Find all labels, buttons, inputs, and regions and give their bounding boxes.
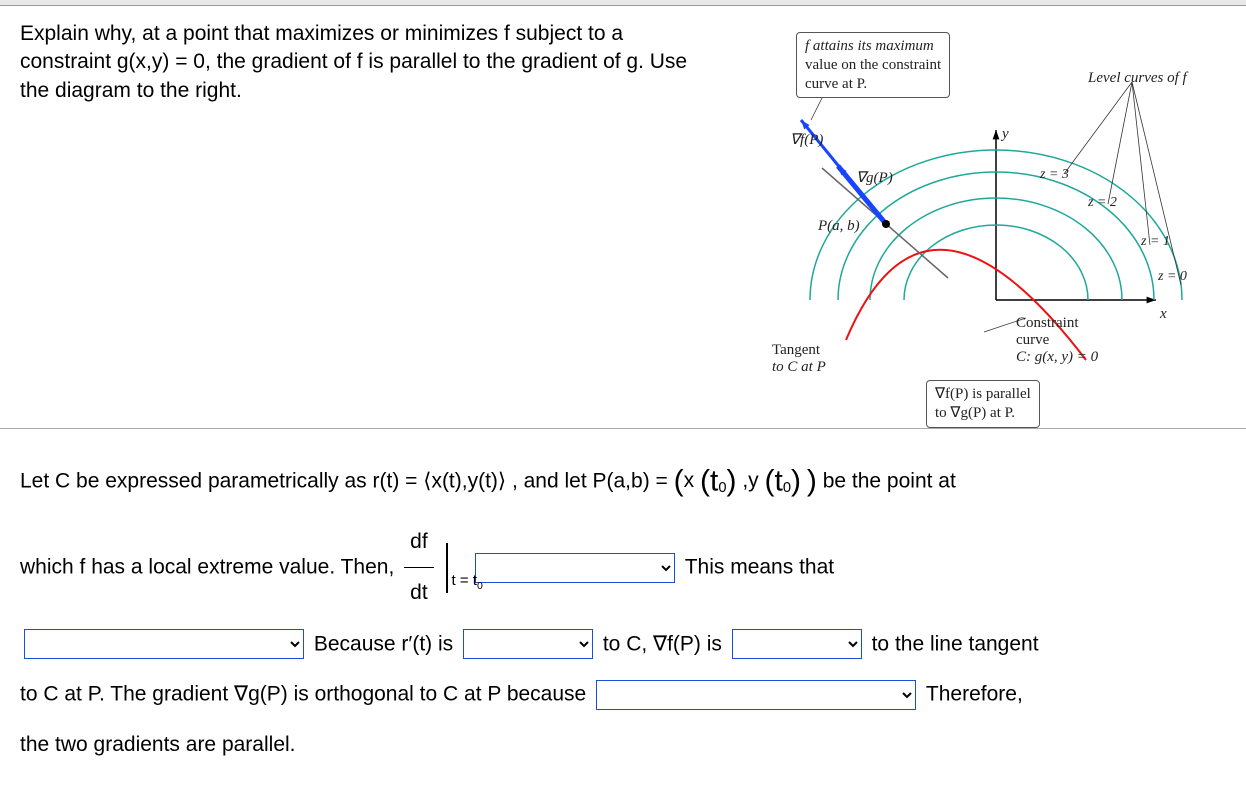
label-grad-f: ∇f(P) [790, 130, 823, 149]
question-prompt: Explain why, at a point that maximizes o… [20, 20, 716, 420]
body-text: to C, ∇f(P) is [603, 632, 728, 655]
axis-y-label: y [1002, 126, 1009, 143]
body-text: the two gradients are parallel. [20, 733, 296, 756]
callout-parallel: ∇f(P) is parallel to ∇g(P) at P. [926, 380, 1040, 428]
label-constraint: Constraint curve C: g(x, y) = 0 [1016, 315, 1098, 366]
body-text: Because r′(t) is [314, 632, 459, 655]
label-tangent: Tangent to C at P [772, 342, 826, 376]
dropdown-dfdt-value[interactable]: = 0.is undefined.= 1. [475, 553, 675, 583]
answer-body: Let C be expressed parametrically as r(t… [0, 439, 1246, 780]
dropdown-this-means[interactable]: ∇f(P) · r′(t₀) = 0.∇f(P) = r′(t₀).∇f(P) … [24, 629, 304, 659]
callout-text: ∇f(P) is parallel [935, 386, 1031, 402]
svg-text:z = 0: z = 0 [1157, 269, 1187, 284]
dropdown-gradf-relation[interactable]: orthogonaltangentparallel [732, 629, 862, 659]
dropdown-gradg-reason[interactable]: g is constant on C.g is increasing on C.… [596, 680, 916, 710]
axis-x-label: x [1160, 306, 1167, 323]
body-text: Let C be expressed parametrically as [20, 469, 373, 492]
dropdown-rprime-relation[interactable]: tangentnormalparallel [463, 629, 593, 659]
body-text: (x (t0) ,y (t0) ) [674, 469, 823, 492]
label-grad-g: ∇g(P) [856, 168, 893, 187]
callout-text: curve at P. [805, 76, 867, 92]
callout-text: f attains its maximum [805, 38, 934, 54]
body-text: r(t) = ⟨x(t),y(t)⟩ [373, 469, 507, 492]
body-text: This means that [685, 556, 834, 579]
eval-bar: t = t0 [446, 543, 448, 593]
svg-text:z = 2: z = 2 [1087, 195, 1117, 210]
svg-text:z = 1: z = 1 [1140, 234, 1170, 249]
body-text: be the point at [823, 469, 956, 492]
fraction-dfdt: df dt [404, 517, 434, 619]
label-level-curves: Level curves of f [1088, 70, 1187, 87]
body-text: which f has a local extreme value. Then, [20, 556, 400, 579]
body-text: , and let P(a,b) = [512, 469, 674, 492]
diagram: z = 0 z = 1 z = 2 z = 3 f attains its maxim… [726, 20, 1226, 420]
body-text: to the line tangent [872, 632, 1039, 655]
svg-text:z = 3: z = 3 [1039, 167, 1069, 182]
body-text: to C at P. The gradient ∇g(P) is orthogo… [20, 683, 592, 706]
section-divider [0, 428, 1246, 429]
callout-f-max: f attains its maximum value on the const… [796, 32, 950, 98]
body-text: Therefore, [926, 683, 1023, 706]
callout-text: to ∇g(P) at P. [935, 405, 1015, 421]
callout-text: value on the constraint [805, 57, 941, 73]
label-P: P(a, b) [818, 218, 860, 235]
